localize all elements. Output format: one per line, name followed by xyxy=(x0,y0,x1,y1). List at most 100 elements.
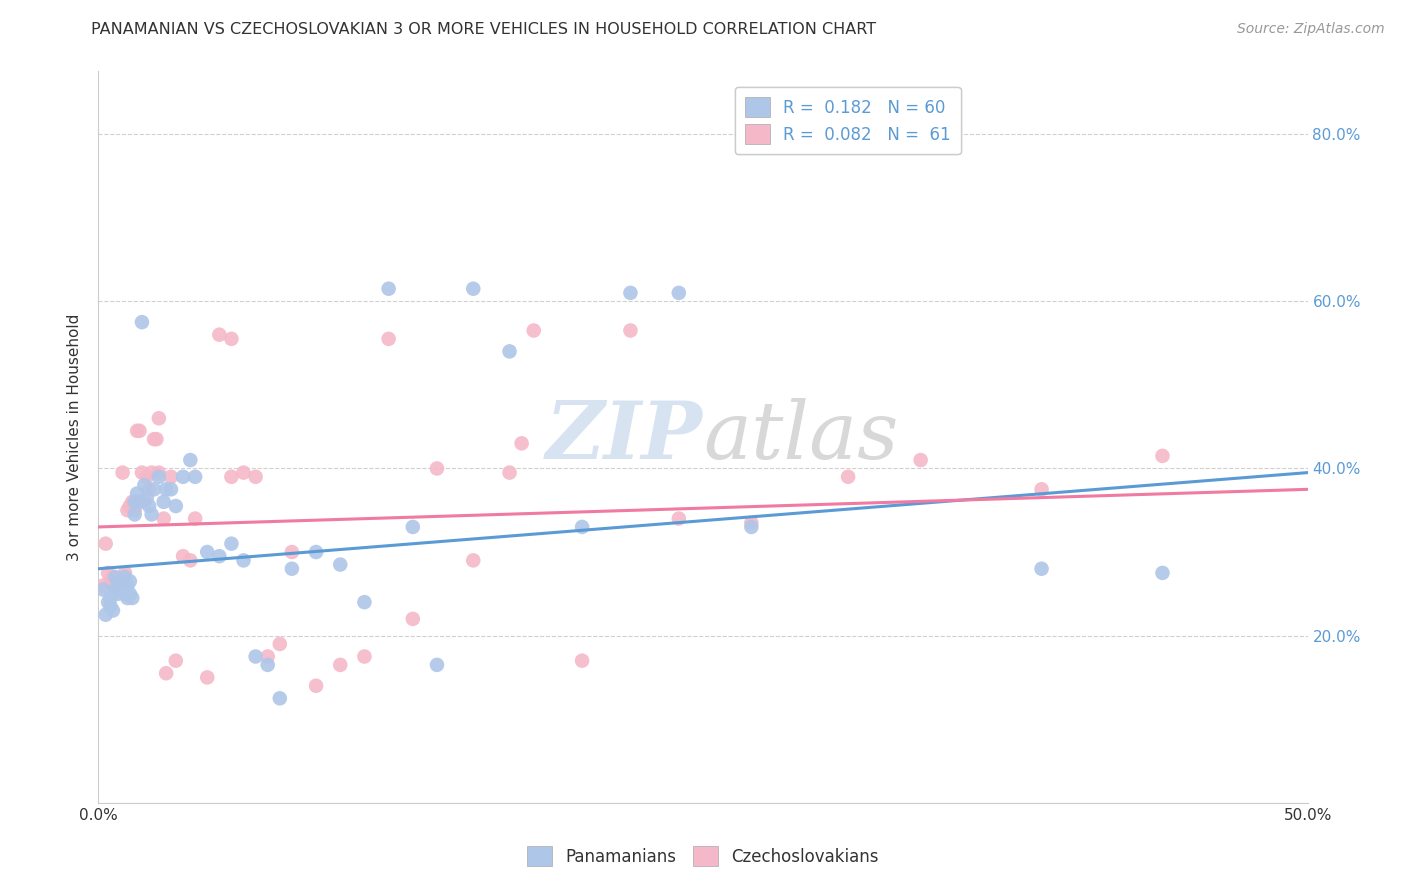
Point xyxy=(179,453,201,467)
Point xyxy=(571,520,593,534)
Point xyxy=(114,587,136,601)
Point xyxy=(245,649,267,664)
Point xyxy=(114,566,136,580)
Point xyxy=(402,520,425,534)
Point xyxy=(138,483,160,497)
Point xyxy=(100,599,122,614)
Point xyxy=(740,520,762,534)
Point xyxy=(104,582,127,597)
Point xyxy=(208,327,231,342)
Point xyxy=(138,499,160,513)
Point xyxy=(104,570,127,584)
Point xyxy=(111,570,134,584)
Point xyxy=(152,511,174,525)
Point xyxy=(94,607,117,622)
Point xyxy=(619,285,641,300)
Point xyxy=(135,491,157,505)
Point xyxy=(108,574,131,589)
Point xyxy=(101,603,124,617)
Point xyxy=(329,558,352,572)
Point xyxy=(128,495,150,509)
Point xyxy=(148,411,170,425)
Point xyxy=(305,545,328,559)
Point xyxy=(221,470,243,484)
Point xyxy=(160,483,183,497)
Point xyxy=(165,654,187,668)
Point xyxy=(353,649,375,664)
Point xyxy=(740,516,762,530)
Point xyxy=(221,332,243,346)
Point xyxy=(148,470,170,484)
Point xyxy=(377,332,399,346)
Point xyxy=(172,549,194,564)
Point xyxy=(837,470,859,484)
Point xyxy=(498,466,520,480)
Point xyxy=(155,483,177,497)
Point xyxy=(94,536,117,550)
Point xyxy=(104,578,127,592)
Point xyxy=(256,649,278,664)
Point xyxy=(281,545,304,559)
Point xyxy=(1152,566,1174,580)
Point xyxy=(117,591,139,605)
Point xyxy=(668,511,690,525)
Point xyxy=(108,574,131,589)
Legend: R =  0.182   N = 60, R =  0.082   N =  61: R = 0.182 N = 60, R = 0.082 N = 61 xyxy=(735,87,960,154)
Point xyxy=(172,470,194,484)
Point xyxy=(152,495,174,509)
Point xyxy=(107,578,129,592)
Point xyxy=(232,466,254,480)
Point xyxy=(107,574,129,589)
Point xyxy=(426,461,449,475)
Point xyxy=(463,282,485,296)
Point xyxy=(141,508,163,522)
Point xyxy=(118,574,141,589)
Point xyxy=(1031,483,1053,497)
Point xyxy=(245,470,267,484)
Point xyxy=(184,511,207,525)
Point xyxy=(143,483,166,497)
Point xyxy=(131,466,153,480)
Point xyxy=(256,657,278,672)
Point xyxy=(269,691,291,706)
Point xyxy=(221,536,243,550)
Point xyxy=(121,591,143,605)
Point xyxy=(124,508,146,522)
Point xyxy=(463,553,485,567)
Point xyxy=(165,499,187,513)
Point xyxy=(121,495,143,509)
Point xyxy=(195,545,218,559)
Point xyxy=(141,466,163,480)
Point xyxy=(124,495,146,509)
Point xyxy=(668,285,690,300)
Text: Source: ZipAtlas.com: Source: ZipAtlas.com xyxy=(1237,22,1385,37)
Point xyxy=(155,666,177,681)
Point xyxy=(1031,562,1053,576)
Point xyxy=(111,466,134,480)
Point xyxy=(100,574,122,589)
Point xyxy=(1152,449,1174,463)
Point xyxy=(131,315,153,329)
Point xyxy=(117,503,139,517)
Point xyxy=(305,679,328,693)
Point xyxy=(195,670,218,684)
Point xyxy=(402,612,425,626)
Point xyxy=(910,453,932,467)
Point xyxy=(426,657,449,672)
Point xyxy=(329,657,352,672)
Point xyxy=(97,595,120,609)
Point xyxy=(143,432,166,446)
Text: atlas: atlas xyxy=(703,399,898,475)
Point xyxy=(232,553,254,567)
Point xyxy=(179,553,201,567)
Point xyxy=(160,470,183,484)
Point xyxy=(128,424,150,438)
Point xyxy=(118,587,141,601)
Point xyxy=(118,499,141,513)
Point xyxy=(97,566,120,580)
Point xyxy=(91,578,114,592)
Point xyxy=(117,578,139,592)
Y-axis label: 3 or more Vehicles in Household: 3 or more Vehicles in Household xyxy=(67,313,83,561)
Point xyxy=(127,424,149,438)
Point xyxy=(353,595,375,609)
